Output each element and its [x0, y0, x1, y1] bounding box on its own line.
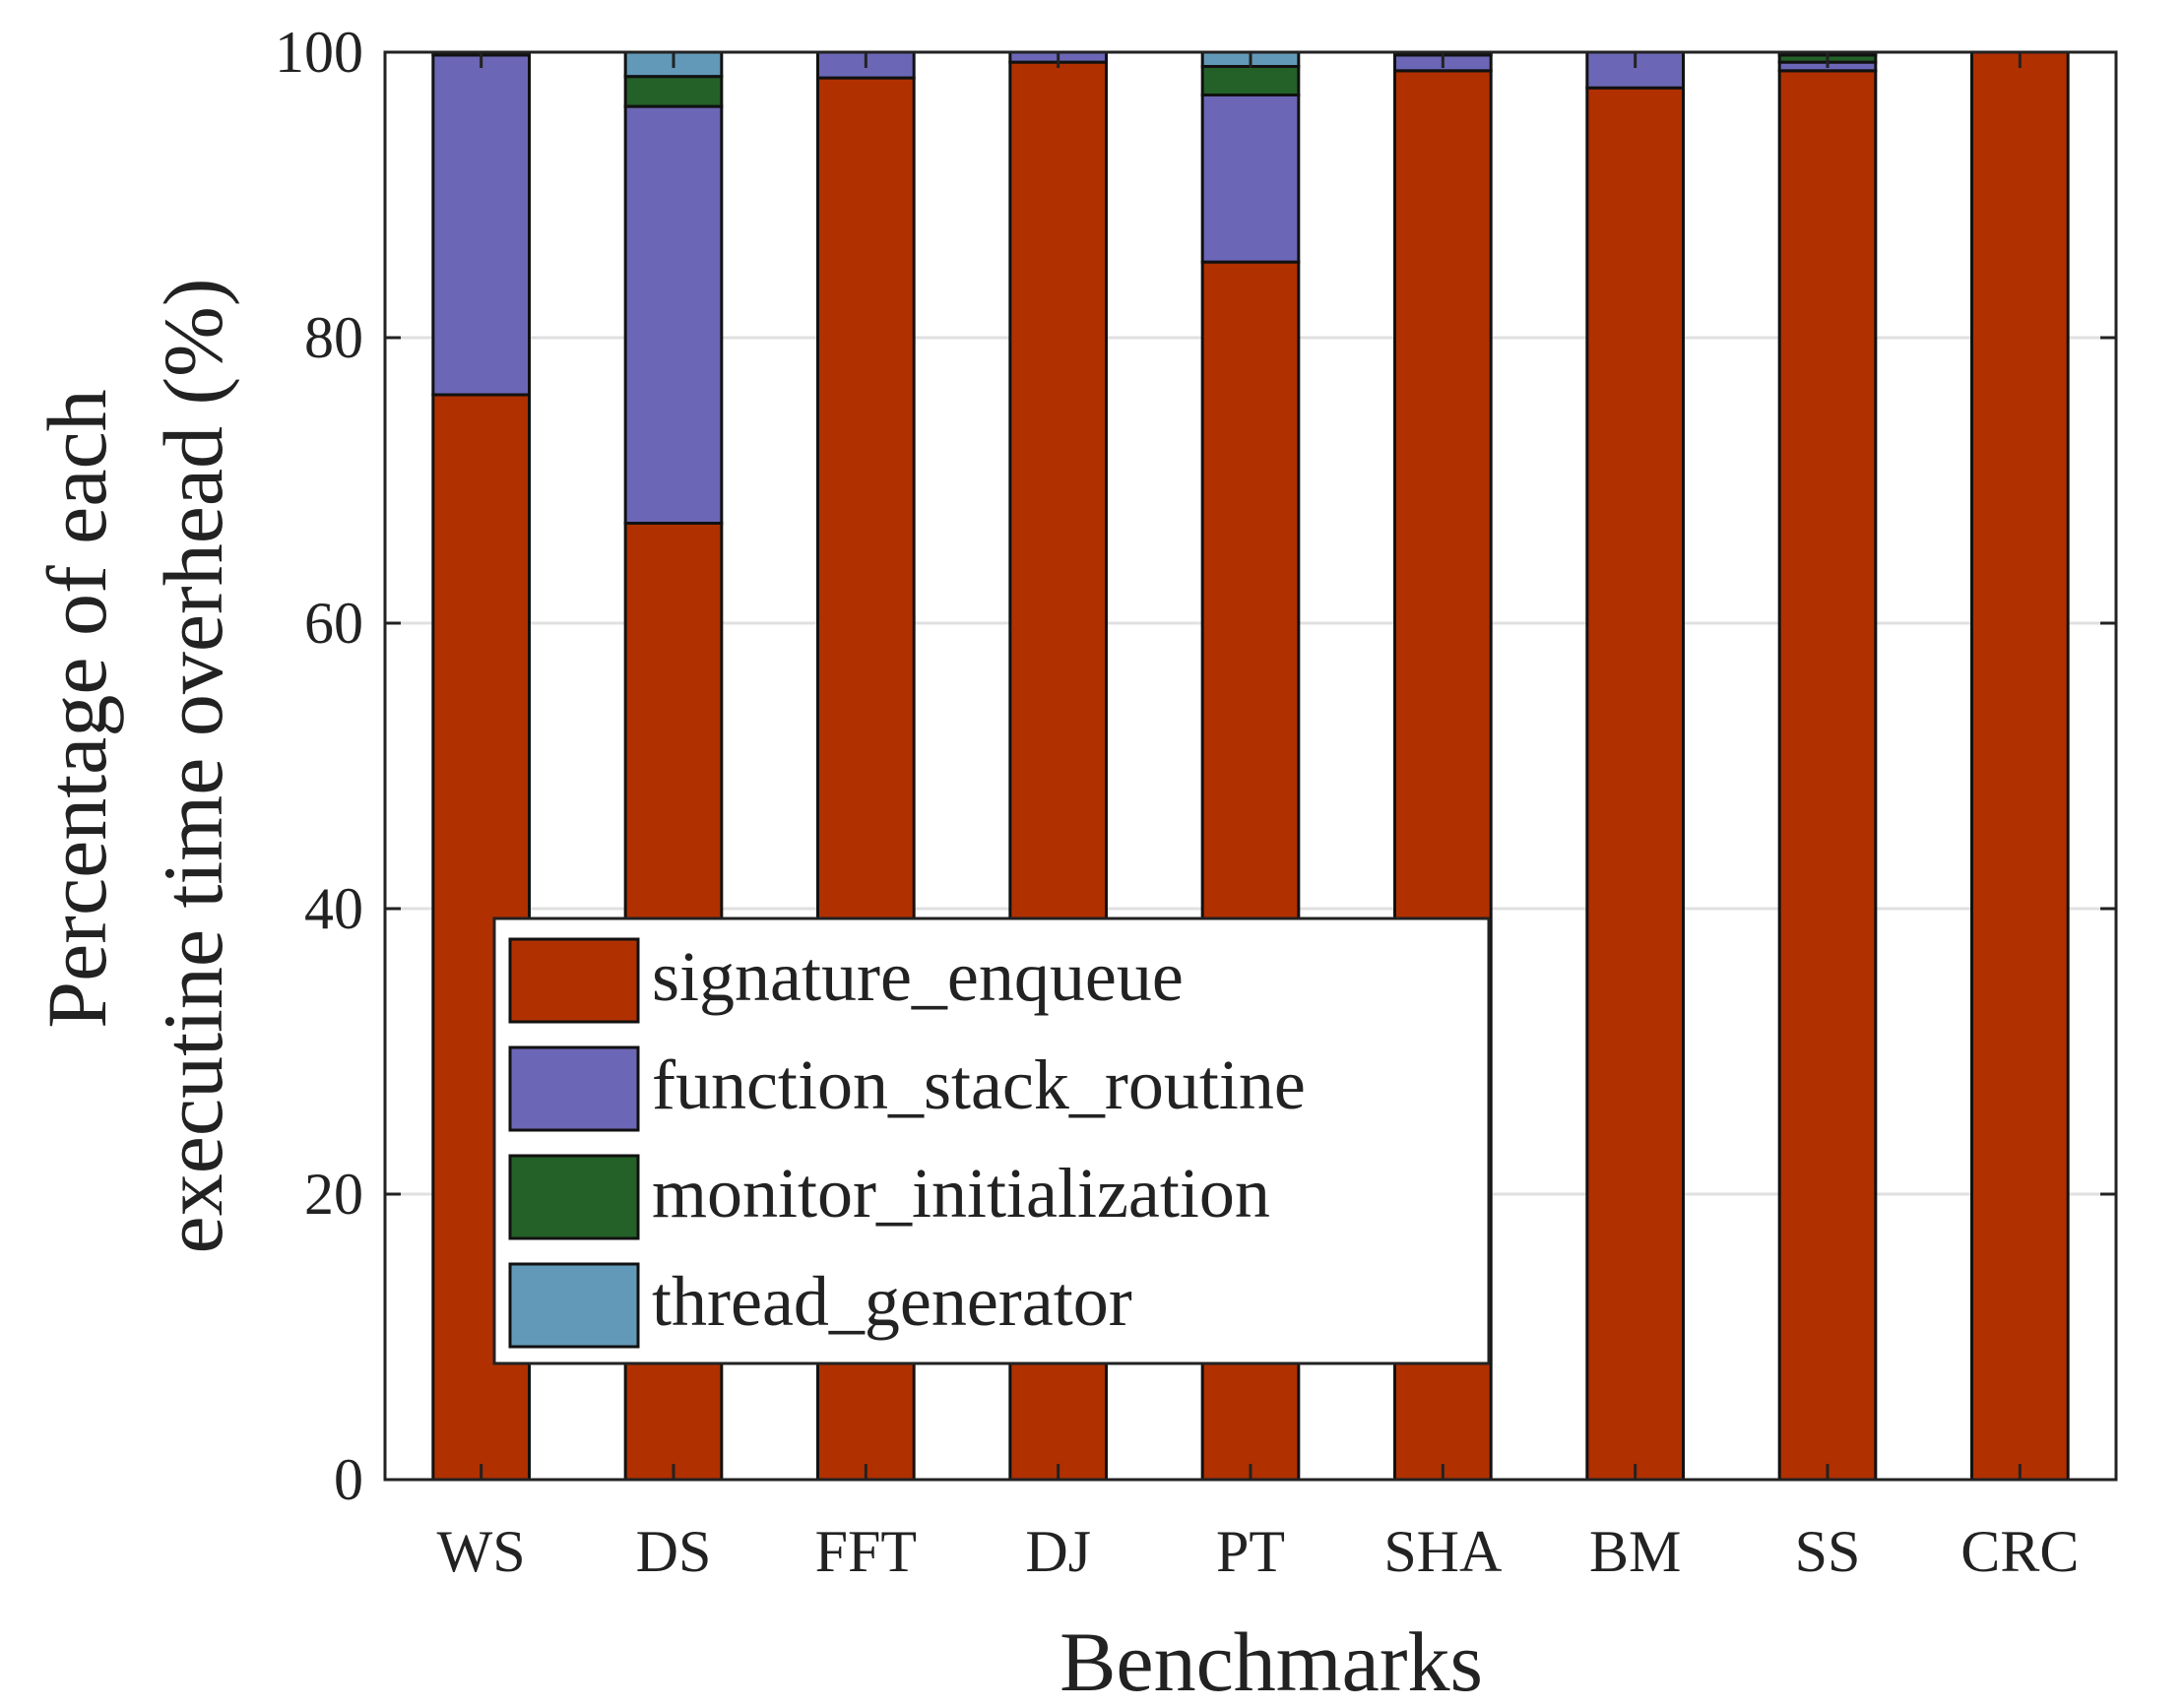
x-axis-title: Benchmarks: [1060, 1614, 1483, 1708]
bar-segment-ds-function-stack-routine: [623, 104, 724, 525]
y-tick-label: 0: [334, 1447, 363, 1512]
bar-segment-ss-signature-enqueue: [1777, 69, 1878, 1482]
x-tick-label-pt: PT: [1216, 1519, 1285, 1584]
y-tick-label: 60: [304, 591, 363, 656]
x-tick-label-fft: FFT: [815, 1519, 917, 1584]
y-tick-label: 20: [304, 1162, 363, 1227]
legend-label-monitor-initialization: monitor_initialization: [652, 1154, 1270, 1233]
x-tick-label-crc: CRC: [1960, 1519, 2079, 1584]
bar-segment-pt-monitor-initialization: [1200, 65, 1301, 96]
x-tick-label-ds: DS: [636, 1519, 712, 1584]
bar-segment-pt-function-stack-routine: [1200, 94, 1301, 264]
y-tick-label: 40: [304, 876, 363, 941]
legend-label-signature-enqueue: signature_enqueue: [652, 937, 1184, 1016]
legend-label-function-stack-routine: function_stack_routine: [652, 1045, 1306, 1124]
axis-ticks: [385, 50, 2116, 1482]
x-tick-label-bm: BM: [1589, 1519, 1681, 1584]
y-axis-title-line-2: executine time overhead (%): [146, 279, 240, 1254]
x-tick-label-ss: SS: [1795, 1519, 1861, 1584]
y-tick-label: 100: [275, 20, 363, 85]
bar-segment-ws-function-stack-routine: [431, 53, 532, 397]
x-tick-label-sha: SHA: [1383, 1519, 1502, 1584]
legend: signature_enqueue function_stack_routinem…: [492, 917, 1491, 1365]
bar-segment-bm-signature-enqueue: [1585, 86, 1686, 1482]
legend-swatch-function-stack-routine: [508, 1045, 640, 1132]
legend-swatch-thread-generator: [508, 1262, 640, 1349]
x-tick-labels: WS DS FFT DJ PT SHA BM SS CRC: [437, 1519, 2080, 1584]
legend-label-thread-generator: thread_generator: [652, 1262, 1132, 1341]
bar-segment-ds-monitor-initialization: [623, 75, 724, 108]
x-tick-label-dj: DJ: [1025, 1519, 1091, 1584]
legend-swatch-monitor-initialization: [508, 1154, 640, 1240]
legend-box: [492, 917, 1491, 1365]
bar-segment-crc-signature-enqueue: [1970, 50, 2070, 1482]
x-tick-label-ws: WS: [437, 1519, 526, 1584]
legend-swatch-signature-enqueue: [508, 937, 640, 1024]
y-axis-title-line-1: Percentage of each: [30, 389, 124, 1028]
y-tick-label: 80: [304, 305, 363, 370]
y-tick-labels: 0 20 40 60 80 100: [275, 20, 363, 1512]
